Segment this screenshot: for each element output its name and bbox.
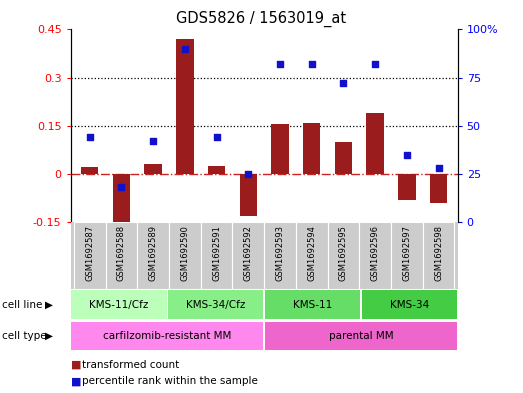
Bar: [240, 174, 257, 216]
Text: transformed count: transformed count: [82, 360, 179, 370]
Bar: [169, 222, 201, 289]
Text: GSM1692590: GSM1692590: [180, 225, 189, 281]
Bar: [423, 222, 454, 289]
Point: [244, 171, 253, 177]
Text: GSM1692598: GSM1692598: [434, 225, 443, 281]
Bar: [271, 124, 289, 174]
Bar: [359, 222, 391, 289]
Text: GSM1692594: GSM1692594: [307, 225, 316, 281]
Text: GSM1692593: GSM1692593: [276, 225, 285, 281]
Bar: [71, 290, 167, 319]
Bar: [144, 164, 162, 174]
Bar: [265, 322, 457, 350]
Bar: [74, 222, 106, 289]
Text: GSM1692596: GSM1692596: [371, 225, 380, 281]
Point: [180, 46, 189, 52]
Bar: [327, 222, 359, 289]
Bar: [112, 174, 130, 230]
Bar: [430, 174, 447, 203]
Text: cell type: cell type: [2, 331, 47, 341]
Text: GSM1692592: GSM1692592: [244, 225, 253, 281]
Bar: [296, 222, 327, 289]
Bar: [71, 322, 264, 350]
Bar: [303, 123, 321, 174]
Text: ■: ■: [71, 360, 81, 370]
Text: KMS-34/Cfz: KMS-34/Cfz: [186, 299, 245, 310]
Point: [371, 61, 379, 67]
Text: KMS-11: KMS-11: [293, 299, 332, 310]
Bar: [176, 39, 194, 174]
Bar: [201, 222, 232, 289]
Text: GSM1692589: GSM1692589: [149, 225, 157, 281]
Text: GDS5826 / 1563019_at: GDS5826 / 1563019_at: [176, 11, 347, 27]
Text: KMS-11/Cfz: KMS-11/Cfz: [89, 299, 149, 310]
Text: KMS-34: KMS-34: [390, 299, 429, 310]
Text: ■: ■: [71, 376, 81, 386]
Point: [149, 138, 157, 144]
Text: parental MM: parental MM: [328, 331, 393, 341]
Bar: [232, 222, 264, 289]
Text: GSM1692587: GSM1692587: [85, 225, 94, 281]
Text: GSM1692595: GSM1692595: [339, 225, 348, 281]
Text: percentile rank within the sample: percentile rank within the sample: [82, 376, 258, 386]
Bar: [137, 222, 169, 289]
Bar: [391, 222, 423, 289]
Bar: [106, 222, 137, 289]
Bar: [208, 166, 225, 174]
Point: [403, 151, 411, 158]
Text: ▶: ▶: [44, 299, 53, 310]
Bar: [264, 222, 296, 289]
Point: [212, 134, 221, 140]
Point: [276, 61, 284, 67]
Text: GSM1692588: GSM1692588: [117, 225, 126, 281]
Point: [117, 184, 126, 191]
Bar: [265, 290, 360, 319]
Point: [308, 61, 316, 67]
Bar: [168, 290, 264, 319]
Point: [85, 134, 94, 140]
Bar: [361, 290, 457, 319]
Bar: [335, 142, 352, 174]
Text: carfilzomib-resistant MM: carfilzomib-resistant MM: [103, 331, 232, 341]
Text: GSM1692597: GSM1692597: [402, 225, 412, 281]
Bar: [398, 174, 416, 200]
Point: [435, 165, 443, 171]
Point: [339, 80, 348, 86]
Bar: [81, 167, 98, 174]
Bar: [367, 113, 384, 174]
Text: cell line: cell line: [2, 299, 42, 310]
Text: GSM1692591: GSM1692591: [212, 225, 221, 281]
Text: ▶: ▶: [44, 331, 53, 341]
